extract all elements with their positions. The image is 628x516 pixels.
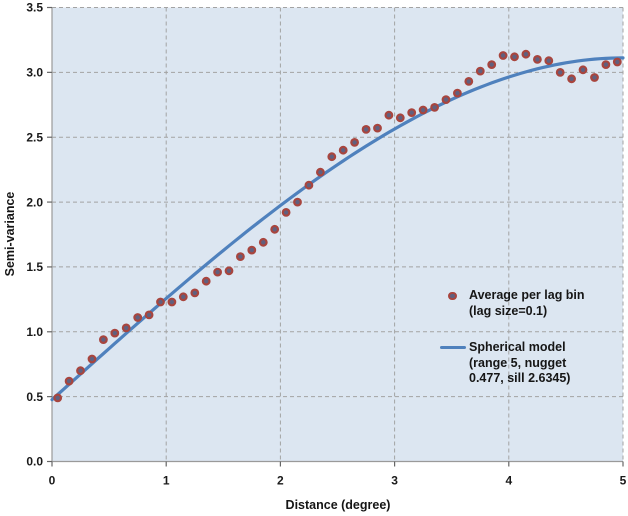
legend-label-line: Average per lag bin bbox=[469, 288, 585, 302]
legend-label-line: 0.477, sill 2.6345) bbox=[469, 371, 571, 385]
legend-label-line: (range 5, nugget bbox=[469, 355, 567, 370]
data-point bbox=[190, 288, 200, 298]
x-tick-label: 5 bbox=[620, 474, 627, 488]
data-point bbox=[544, 56, 554, 66]
data-point bbox=[533, 55, 542, 64]
y-axis-title: Semi-variance bbox=[3, 191, 17, 277]
data-point bbox=[293, 197, 302, 207]
data-point bbox=[430, 102, 440, 112]
x-tick-label: 4 bbox=[505, 474, 512, 488]
data-point bbox=[475, 66, 485, 76]
y-tick-label: 2.5 bbox=[26, 130, 43, 144]
data-point bbox=[133, 313, 143, 322]
data-point bbox=[281, 207, 291, 217]
data-point bbox=[76, 366, 85, 376]
legend-item-average-per-lag-bin: Average per lag bin (lag size=0.1) bbox=[440, 288, 585, 319]
chart-legend: Average per lag bin (lag size=0.1) Spher… bbox=[440, 288, 585, 387]
legend-item-spherical-model: Spherical model (range 5, nugget 0.477, … bbox=[440, 340, 585, 387]
x-tick-label: 0 bbox=[49, 474, 56, 488]
tick-marks bbox=[47, 6, 624, 467]
data-point bbox=[601, 60, 611, 69]
line-marker-icon bbox=[440, 346, 466, 350]
data-point bbox=[53, 393, 63, 403]
data-point bbox=[87, 354, 97, 364]
y-tick-label: 1.0 bbox=[26, 325, 43, 339]
plot-area bbox=[52, 7, 623, 462]
data-point bbox=[304, 180, 314, 190]
y-tick-label: 3.0 bbox=[26, 66, 43, 80]
data-point bbox=[110, 328, 120, 338]
data-point bbox=[144, 310, 154, 320]
y-tick-label: 1.5 bbox=[26, 260, 43, 274]
axes bbox=[51, 7, 623, 463]
data-point bbox=[235, 252, 245, 262]
data-point bbox=[167, 297, 177, 307]
gridlines bbox=[52, 7, 624, 462]
data-point bbox=[178, 292, 188, 302]
data-point bbox=[510, 52, 519, 62]
y-tick-label: 2.0 bbox=[26, 195, 43, 209]
data-point bbox=[498, 51, 508, 60]
data-point bbox=[247, 245, 257, 255]
data-point bbox=[121, 323, 131, 333]
data-point bbox=[373, 123, 382, 133]
legend-label-line: (lag size=0.1) bbox=[469, 303, 548, 318]
y-tick-label: 0.0 bbox=[26, 455, 43, 469]
data-point bbox=[258, 237, 268, 247]
data-point bbox=[407, 108, 417, 117]
x-axis-title: Distance (degree) bbox=[285, 498, 391, 512]
data-point bbox=[464, 76, 474, 86]
x-tick-label: 3 bbox=[391, 474, 398, 488]
data-point bbox=[453, 88, 462, 98]
data-point bbox=[224, 266, 234, 276]
data-point bbox=[567, 74, 576, 84]
x-tick-label: 2 bbox=[277, 474, 284, 488]
data-point bbox=[384, 110, 394, 120]
legend-label-line: Spherical model bbox=[469, 340, 566, 354]
data-point bbox=[521, 49, 531, 59]
data-point bbox=[327, 152, 337, 162]
data-point bbox=[361, 124, 371, 134]
data-point bbox=[201, 276, 211, 286]
y-tick-label: 3.5 bbox=[26, 1, 43, 15]
y-tick-label: 0.5 bbox=[26, 390, 43, 404]
data-point bbox=[395, 113, 405, 123]
data-point bbox=[156, 297, 165, 307]
data-point bbox=[441, 95, 451, 104]
data-point bbox=[64, 376, 74, 386]
scatter-points bbox=[53, 49, 622, 403]
data-point bbox=[338, 145, 348, 155]
data-point bbox=[590, 73, 599, 82]
data-point bbox=[270, 224, 280, 234]
x-tick-label: 1 bbox=[163, 474, 170, 488]
data-point bbox=[578, 65, 588, 75]
scatter-marker-icon bbox=[448, 291, 457, 300]
data-point bbox=[98, 335, 108, 345]
tick-labels: 0.0 0.5 1.0 1.5 2.0 2.5 3.0 3.5 0 1 2 3 4 5 bbox=[26, 1, 626, 488]
data-point bbox=[213, 267, 223, 277]
data-point bbox=[555, 67, 565, 77]
data-point bbox=[418, 105, 428, 115]
data-point bbox=[350, 137, 360, 147]
data-point bbox=[487, 60, 497, 69]
data-point bbox=[316, 167, 325, 177]
data-point bbox=[612, 57, 622, 67]
